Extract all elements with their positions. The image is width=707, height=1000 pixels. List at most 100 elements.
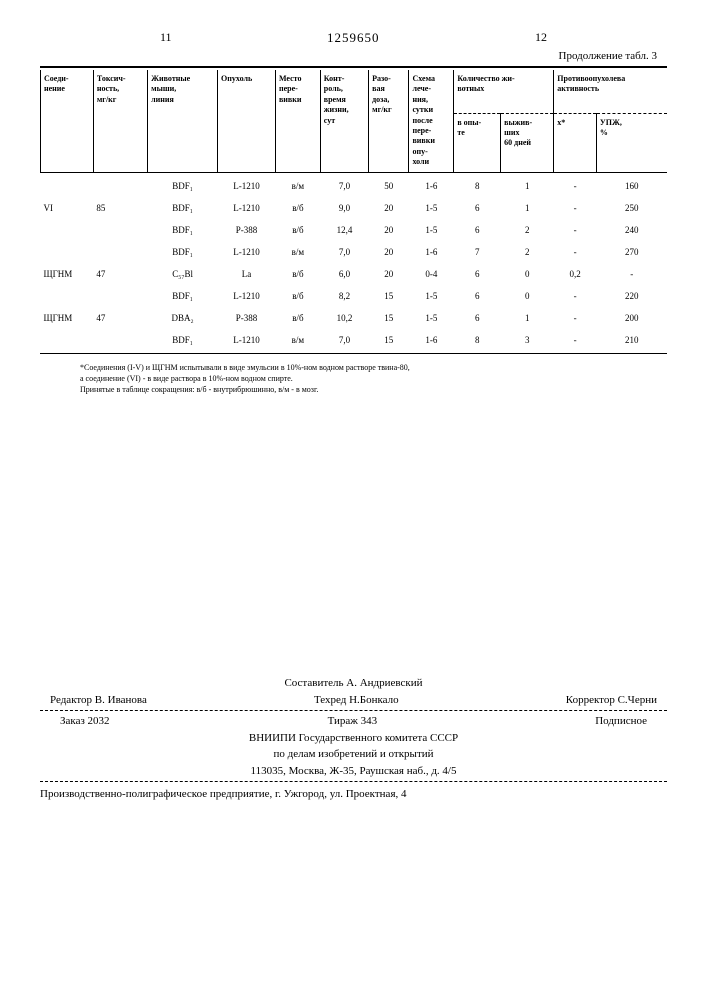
- table-cell: в/м: [275, 175, 320, 197]
- table-cell: -: [554, 175, 597, 197]
- table-body: BDF₁L-1210в/м7,0501-681-160VI85BDF₁L-121…: [41, 172, 668, 351]
- table-cell: -: [554, 219, 597, 241]
- compiler: Составитель А. Андриевский: [40, 675, 667, 692]
- table-cell: 250: [596, 197, 667, 219]
- table-cell: 7,0: [320, 329, 368, 351]
- credits-block: Составитель А. Андриевский Редактор В. И…: [40, 675, 667, 708]
- table-cell: BDF₁: [148, 197, 218, 219]
- column-header: Опухоль: [218, 70, 276, 172]
- table-cell: 7,0: [320, 241, 368, 263]
- table-row: BDF₁L-1210в/б8,2151-560-220: [41, 285, 668, 307]
- printing-divider: [40, 781, 667, 782]
- table-cell: BDF₁: [148, 285, 218, 307]
- table-cell: -: [554, 197, 597, 219]
- sub-column-header: в опы- те: [454, 113, 501, 172]
- table-cell: 6: [454, 285, 501, 307]
- table-cell: [41, 285, 94, 307]
- table-cell: 6: [454, 197, 501, 219]
- table-cell: DBA₂: [148, 307, 218, 329]
- table-row: BDF₁P-388в/б12,4201-562-240: [41, 219, 668, 241]
- table-cell: [93, 219, 147, 241]
- table-cell: ЩГНМ: [41, 263, 94, 285]
- table-cell: 1: [501, 197, 554, 219]
- footnote-line: *Соединения (I-V) и ЩГНМ испытывали в ви…: [80, 362, 667, 373]
- table-cell: -: [554, 329, 597, 351]
- table-cell: L-1210: [218, 241, 276, 263]
- column-header: Животные мыши, линия: [148, 70, 218, 172]
- table-header: Соеди- нениеТоксич- ность, мг/кгЖивотные…: [41, 70, 668, 172]
- column-header: Схема лече- ния, сутки после пере- вивки…: [409, 70, 454, 172]
- table-cell: в/б: [275, 263, 320, 285]
- table-cell: 20: [369, 263, 409, 285]
- table-cell: 10,2: [320, 307, 368, 329]
- table-cell: [41, 175, 94, 197]
- table-cell: 2: [501, 241, 554, 263]
- table-bottom-rule: [40, 353, 667, 354]
- table-cell: 270: [596, 241, 667, 263]
- table-cell: 3: [501, 329, 554, 351]
- table-cell: [93, 175, 147, 197]
- order: Заказ 2032: [60, 713, 110, 730]
- table-row: ЩГНМ47C₅₇BlLaв/б6,0200-4600,2-: [41, 263, 668, 285]
- table-cell: в/б: [275, 285, 320, 307]
- table-cell: -: [554, 285, 597, 307]
- corrector: Корректор С.Черни: [566, 692, 657, 709]
- sub-column-header: х*: [554, 113, 597, 172]
- table-cell: 20: [369, 241, 409, 263]
- table-cell: 1-5: [409, 219, 454, 241]
- bottom-printer: Производственно-полиграфическое предприя…: [40, 788, 667, 800]
- table-cell: -: [596, 263, 667, 285]
- editor: Редактор В. Иванова: [50, 692, 147, 709]
- table-cell: L-1210: [218, 329, 276, 351]
- page-right: 12: [535, 30, 547, 46]
- table-cell: La: [218, 263, 276, 285]
- techred: Техред Н.Бонкало: [314, 692, 399, 709]
- data-table: Соеди- нениеТоксич- ность, мг/кгЖивотные…: [40, 70, 667, 351]
- table-cell: в/м: [275, 241, 320, 263]
- org-line: по делам изобретений и открытий: [40, 746, 667, 763]
- table-cell: 15: [369, 285, 409, 307]
- table-cell: 47: [93, 263, 147, 285]
- table-cell: 1: [501, 307, 554, 329]
- column-header: Соеди- нение: [41, 70, 94, 172]
- table-cell: 1-5: [409, 307, 454, 329]
- table-cell: BDF₁: [148, 175, 218, 197]
- table-caption: Продолжение табл. 3: [40, 50, 667, 62]
- table-cell: 1-5: [409, 197, 454, 219]
- tirage: Тираж 343: [328, 713, 378, 730]
- table-cell: 8,2: [320, 285, 368, 307]
- address: 113035, Москва, Ж-35, Раушская наб., д. …: [40, 763, 667, 780]
- table-row: BDF₁L-1210в/м7,0501-681-160: [41, 175, 668, 197]
- table-cell: -: [554, 307, 597, 329]
- table-cell: L-1210: [218, 175, 276, 197]
- table-cell: [41, 241, 94, 263]
- table-cell: 0: [501, 263, 554, 285]
- table-cell: 220: [596, 285, 667, 307]
- table-cell: 160: [596, 175, 667, 197]
- org-line: ВНИИПИ Государственного комитета СССР: [40, 730, 667, 747]
- table-cell: в/м: [275, 329, 320, 351]
- table-cell: -: [554, 241, 597, 263]
- table-cell: 85: [93, 197, 147, 219]
- footnote-line: Принятые в таблице сокращения: в/б - вну…: [80, 384, 667, 395]
- table-cell: [93, 329, 147, 351]
- page-left: 11: [160, 30, 172, 46]
- table-cell: 6: [454, 307, 501, 329]
- table-cell: 20: [369, 197, 409, 219]
- table-cell: [93, 285, 147, 307]
- table-cell: 6,0: [320, 263, 368, 285]
- table-row: ЩГНМ47DBA₂P-388в/б10,2151-561-200: [41, 307, 668, 329]
- table-cell: 15: [369, 329, 409, 351]
- printing-info: Заказ 2032 Тираж 343 Подписное ВНИИПИ Го…: [40, 713, 667, 779]
- table-row: BDF₁L-1210в/м7,0151-683-210: [41, 329, 668, 351]
- table-cell: VI: [41, 197, 94, 219]
- table-cell: 210: [596, 329, 667, 351]
- table-cell: 47: [93, 307, 147, 329]
- table-cell: 1-5: [409, 285, 454, 307]
- column-header: Противоопухолева активность: [554, 70, 667, 113]
- table-cell: 7,0: [320, 175, 368, 197]
- table-cell: 1-6: [409, 241, 454, 263]
- table-cell: ЩГНМ: [41, 307, 94, 329]
- column-header: Токсич- ность, мг/кг: [93, 70, 147, 172]
- table-row: VI85BDF₁L-1210в/б9,0201-561-250: [41, 197, 668, 219]
